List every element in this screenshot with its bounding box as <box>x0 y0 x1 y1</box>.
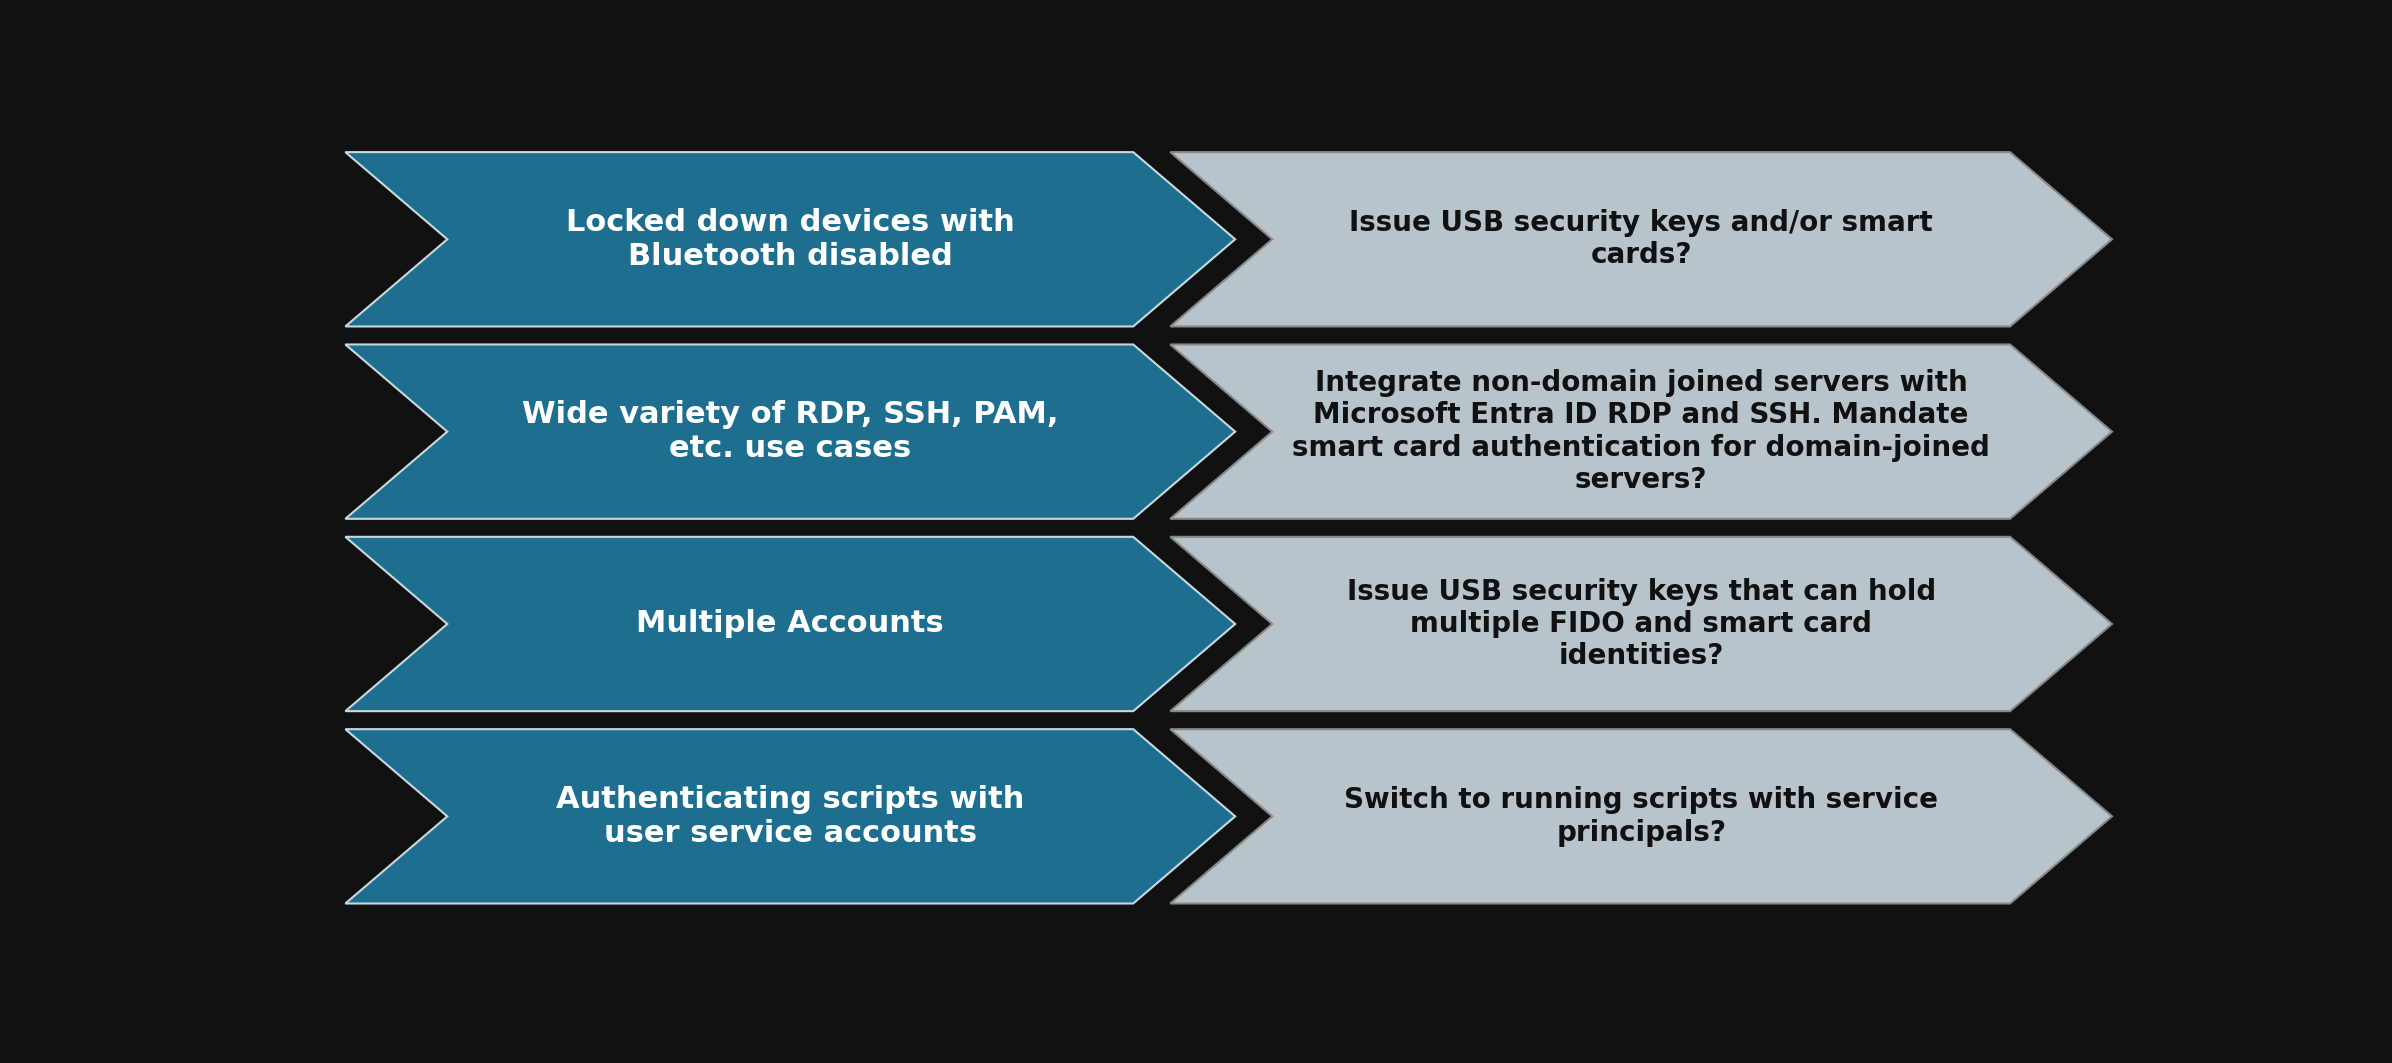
Text: Integrate non-domain joined servers with
Microsoft Entra ID RDP and SSH. Mandate: Integrate non-domain joined servers with… <box>1292 369 1990 494</box>
Text: Authenticating scripts with
user service accounts: Authenticating scripts with user service… <box>555 786 1024 847</box>
Polygon shape <box>344 344 1234 519</box>
Text: Switch to running scripts with service
principals?: Switch to running scripts with service p… <box>1344 787 1938 846</box>
Polygon shape <box>1170 344 2112 519</box>
Polygon shape <box>344 729 1234 904</box>
Polygon shape <box>344 537 1234 711</box>
Polygon shape <box>344 152 1234 326</box>
Text: Locked down devices with
Bluetooth disabled: Locked down devices with Bluetooth disab… <box>567 208 1014 271</box>
Polygon shape <box>1170 152 2112 326</box>
Text: Issue USB security keys and/or smart
cards?: Issue USB security keys and/or smart car… <box>1349 209 1933 270</box>
Polygon shape <box>1170 537 2112 711</box>
Text: Multiple Accounts: Multiple Accounts <box>636 609 945 639</box>
Text: Wide variety of RDP, SSH, PAM,
etc. use cases: Wide variety of RDP, SSH, PAM, etc. use … <box>521 401 1060 462</box>
Polygon shape <box>1170 729 2112 904</box>
Text: Issue USB security keys that can hold
multiple FIDO and smart card
identities?: Issue USB security keys that can hold mu… <box>1347 577 1935 671</box>
